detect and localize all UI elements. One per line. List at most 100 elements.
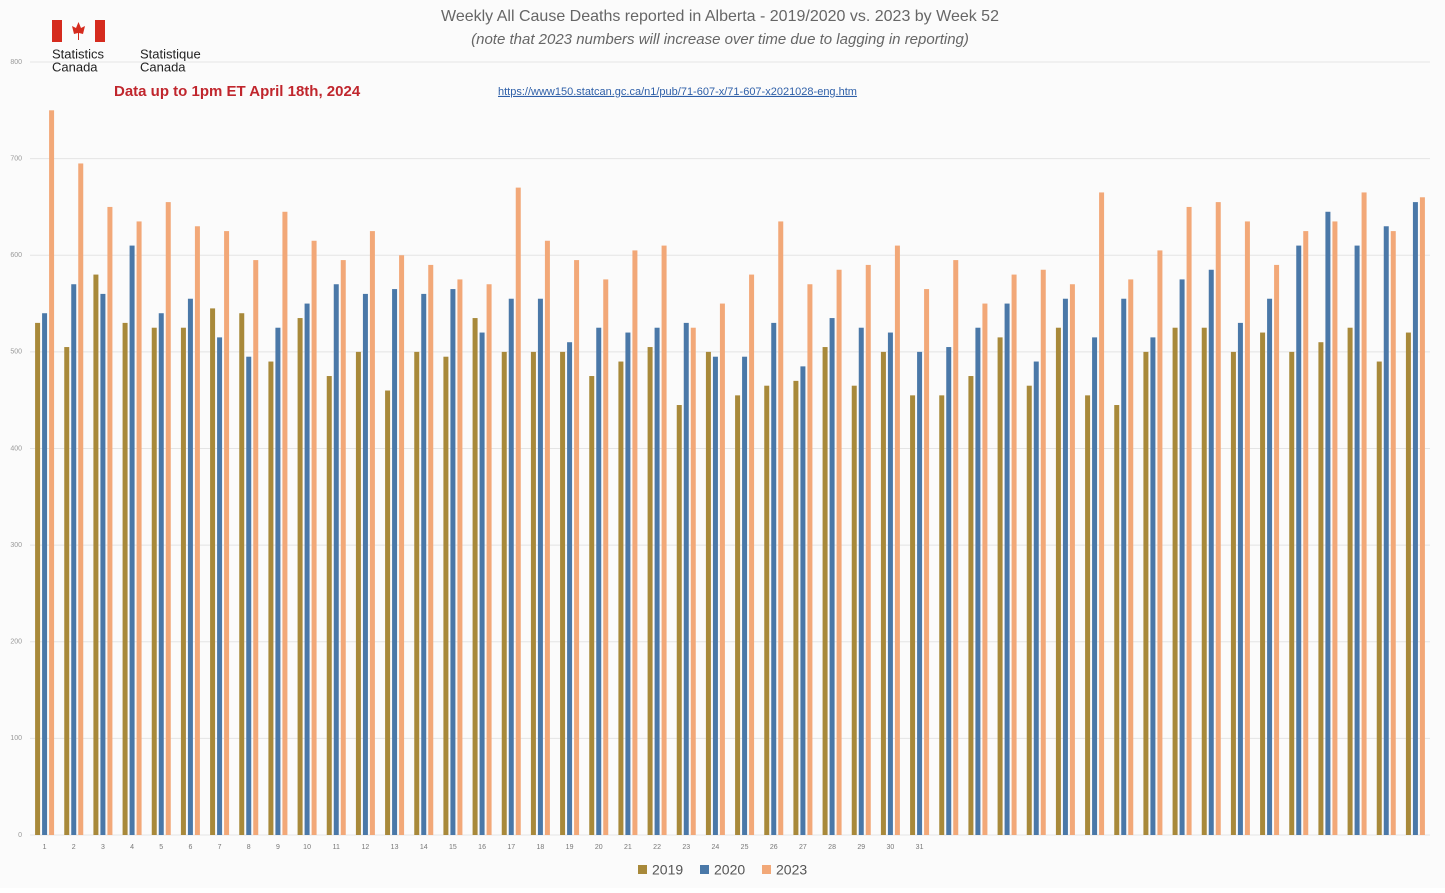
logo-text: Canada	[52, 59, 98, 74]
source-link[interactable]: https://www150.statcan.gc.ca/n1/pub/71-6…	[498, 86, 857, 98]
bar	[326, 376, 332, 835]
bar	[508, 298, 514, 835]
chart-subtitle: (note that 2023 numbers will increase ov…	[471, 31, 969, 48]
logo-text: Canada	[140, 59, 186, 74]
bar	[210, 308, 216, 835]
bar	[1405, 332, 1411, 835]
bar	[858, 327, 864, 835]
bar	[574, 260, 580, 835]
y-tick-label: 0	[18, 832, 22, 839]
bar	[1267, 298, 1273, 835]
bar	[1186, 206, 1192, 835]
x-tick-label: 8	[247, 844, 251, 851]
bar	[603, 279, 609, 835]
bar	[479, 332, 485, 835]
legend-label: 2023	[776, 862, 807, 878]
bar	[589, 376, 595, 835]
bar	[800, 366, 806, 835]
bar	[187, 298, 193, 835]
x-tick-label: 14	[420, 844, 428, 851]
logo-text: Statistics	[52, 46, 105, 61]
bar	[982, 303, 988, 835]
legend-label: 2020	[714, 862, 745, 878]
bar	[953, 260, 959, 835]
bar	[924, 289, 930, 836]
x-tick-label: 28	[828, 844, 836, 851]
bar	[1201, 327, 1207, 835]
bar	[311, 240, 317, 836]
bar	[369, 231, 375, 835]
bar	[1260, 332, 1266, 835]
bar	[297, 318, 303, 835]
x-tick-label: 21	[624, 844, 632, 851]
bar	[712, 356, 718, 835]
x-tick-label: 5	[159, 844, 163, 851]
bar	[917, 351, 923, 835]
bar	[501, 351, 507, 835]
data-note: Data up to 1pm ET April 18th, 2024	[114, 83, 361, 100]
bar	[793, 380, 799, 835]
x-tick-label: 16	[478, 844, 486, 851]
bar	[1376, 361, 1382, 835]
bar	[1062, 298, 1068, 835]
bar	[1332, 221, 1338, 835]
x-tick-label: 24	[712, 844, 720, 851]
bar	[78, 163, 84, 836]
bar	[1237, 322, 1243, 835]
bar	[1157, 250, 1163, 835]
x-tick-label: 12	[362, 844, 370, 851]
x-tick-label: 18	[537, 844, 545, 851]
bar	[35, 322, 41, 835]
x-tick-label: 31	[916, 844, 924, 851]
bar	[735, 395, 741, 835]
bar	[275, 327, 281, 835]
x-tick-label: 30	[887, 844, 895, 851]
y-tick-label: 700	[10, 155, 22, 162]
legend-label: 2019	[652, 862, 683, 878]
bar	[253, 260, 259, 835]
x-tick-label: 7	[218, 844, 222, 851]
bar	[544, 240, 550, 836]
x-tick-label: 6	[188, 844, 192, 851]
x-tick-label: 26	[770, 844, 778, 851]
flag-right	[95, 20, 105, 42]
bar	[421, 293, 427, 835]
x-tick-label: 23	[682, 844, 690, 851]
bar	[778, 221, 784, 835]
x-tick-label: 9	[276, 844, 280, 851]
legend-swatch	[700, 865, 709, 874]
bar	[1412, 202, 1418, 835]
maple-leaf	[72, 22, 85, 40]
y-tick-label: 500	[10, 349, 22, 356]
bar	[1114, 405, 1120, 835]
bar	[975, 327, 981, 835]
x-tick-label: 22	[653, 844, 661, 851]
bar	[246, 356, 252, 835]
bar	[304, 303, 310, 835]
bar	[968, 376, 974, 835]
bar	[1085, 395, 1091, 835]
bar	[42, 313, 48, 836]
bar	[749, 274, 755, 835]
bar	[632, 250, 638, 835]
bar	[1143, 351, 1149, 835]
bar	[122, 322, 128, 835]
x-tick-label: 2	[72, 844, 76, 851]
bar	[719, 303, 725, 835]
bar	[399, 255, 405, 835]
x-tick-label: 19	[566, 844, 574, 851]
bar	[530, 351, 536, 835]
x-tick-label: 10	[303, 844, 311, 851]
bar	[537, 298, 543, 835]
bar	[217, 337, 223, 835]
bar	[683, 322, 689, 835]
x-tick-label: 29	[857, 844, 865, 851]
bar	[450, 289, 456, 836]
bar	[1128, 279, 1134, 835]
bar	[1121, 298, 1127, 835]
bar	[742, 356, 748, 835]
bar	[1069, 284, 1075, 835]
bar	[385, 390, 391, 835]
bar	[100, 293, 106, 835]
